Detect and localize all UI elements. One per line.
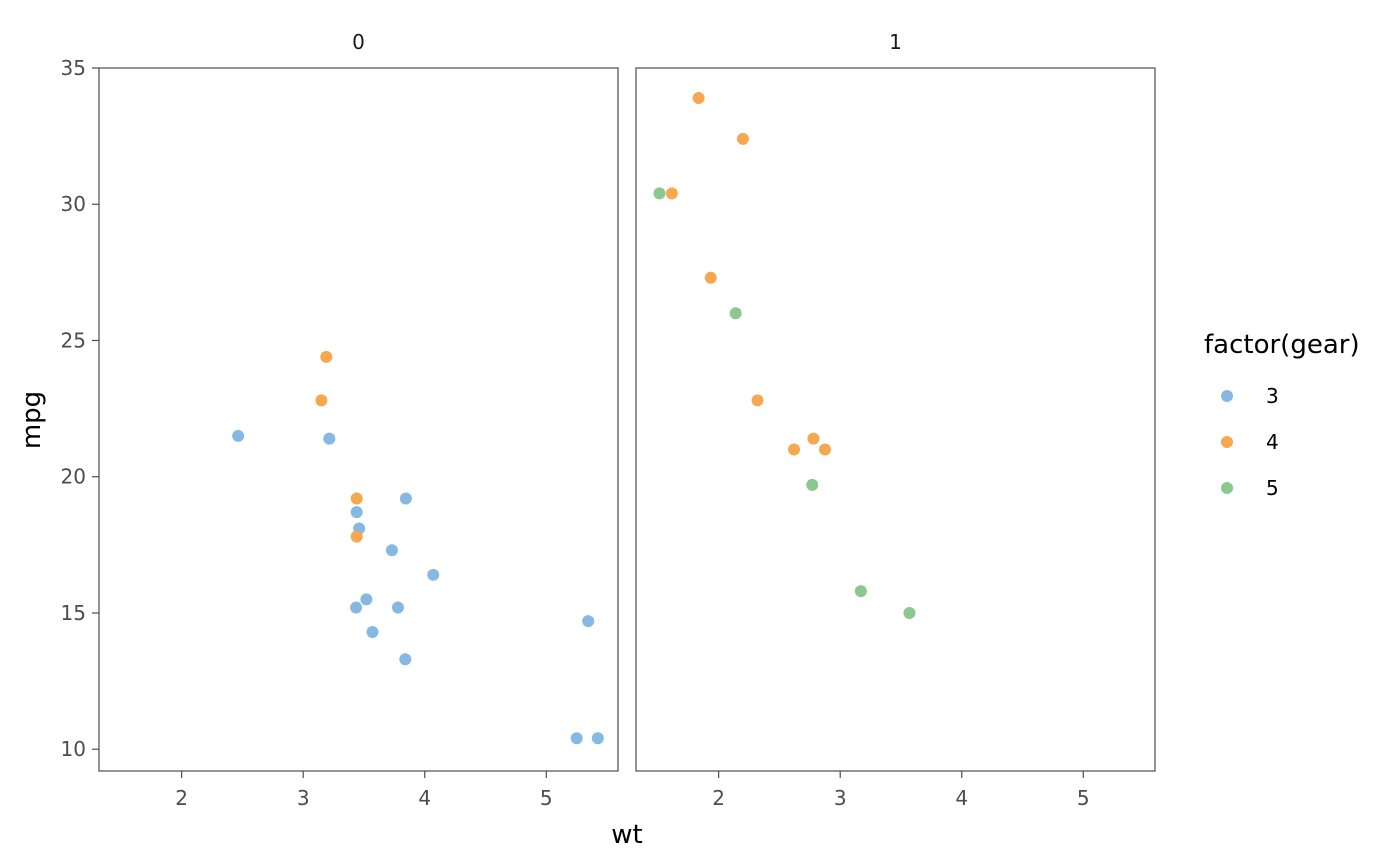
legend-key [1221, 482, 1233, 494]
data-point-gear-3 [350, 601, 363, 614]
x-tick-label: 3 [834, 786, 847, 810]
facet-panel-0: 0 2 3 4 5 [98, 30, 619, 810]
y-tick-label: 10 [61, 737, 86, 761]
data-point-gear-3 [591, 732, 604, 745]
facet-panel-1: 1 2 3 4 5 [635, 30, 1156, 810]
data-point-gear-4 [807, 432, 820, 445]
legend: factor(gear) 3 4 5 [1204, 330, 1360, 500]
legend-key [1221, 436, 1233, 448]
legend-item-3: 3 [1221, 384, 1279, 408]
x-tick-label: 3 [297, 786, 310, 810]
data-point-gear-3 [392, 601, 405, 614]
data-point-gear-3 [399, 492, 412, 505]
data-point-gear-4 [819, 443, 832, 456]
y-tick-label: 15 [61, 601, 86, 625]
x-tick-label: 5 [540, 786, 553, 810]
data-point-gear-3 [570, 732, 583, 745]
legend-title: factor(gear) [1204, 330, 1360, 360]
data-point-gear-4 [320, 350, 333, 363]
data-point-gear-5 [653, 187, 666, 200]
data-point-gear-4 [350, 492, 363, 505]
x-tick-label: 4 [418, 786, 431, 810]
data-point-gear-5 [854, 585, 867, 598]
x-axis-title: wt [611, 820, 642, 850]
data-point-gear-4 [665, 187, 678, 200]
panels: 0 2 3 4 5 1 2 3 4 5 [98, 30, 1156, 810]
x-tick-label: 5 [1077, 786, 1090, 810]
legend-label: 5 [1266, 476, 1279, 500]
data-point-gear-3 [385, 544, 398, 557]
facet-strip-label: 1 [889, 30, 902, 54]
legend-item-5: 5 [1221, 476, 1279, 500]
facet-strip-label: 0 [352, 30, 365, 54]
data-point-gear-4 [736, 132, 749, 145]
data-point-gear-4 [350, 530, 363, 543]
legend-label: 4 [1266, 430, 1279, 454]
data-point-gear-5 [729, 307, 742, 320]
legend-items: 3 4 5 [1221, 384, 1279, 500]
data-point-gear-5 [806, 478, 819, 491]
data-point-gear-4 [704, 271, 717, 284]
data-point-gear-3 [323, 432, 336, 445]
data-point-gear-3 [350, 506, 363, 519]
data-point-gear-3 [232, 429, 245, 442]
legend-key [1221, 390, 1233, 402]
legend-item-4: 4 [1221, 430, 1279, 454]
data-point-gear-5 [903, 606, 916, 619]
y-axis: 10 15 20 25 30 35 [61, 56, 99, 761]
data-point-gear-4 [751, 394, 764, 407]
data-point-gear-4 [692, 91, 705, 104]
panel-border [635, 67, 1156, 772]
y-axis-title: mpg [17, 391, 47, 449]
data-point-gear-3 [399, 653, 412, 666]
data-point-gear-4 [315, 394, 328, 407]
y-tick-label: 20 [61, 465, 86, 489]
data-point-gear-3 [427, 568, 440, 581]
x-tick-label: 2 [175, 786, 188, 810]
data-point-gear-3 [582, 615, 595, 628]
y-tick-label: 25 [61, 328, 86, 352]
data-point-gear-3 [360, 593, 373, 606]
panel-border [98, 67, 619, 772]
x-tick-label: 2 [712, 786, 725, 810]
legend-label: 3 [1266, 384, 1279, 408]
data-point-gear-4 [788, 443, 801, 456]
data-point-gear-3 [366, 626, 379, 639]
x-tick-label: 4 [955, 786, 968, 810]
y-tick-label: 30 [61, 192, 86, 216]
y-tick-label: 35 [61, 56, 86, 80]
